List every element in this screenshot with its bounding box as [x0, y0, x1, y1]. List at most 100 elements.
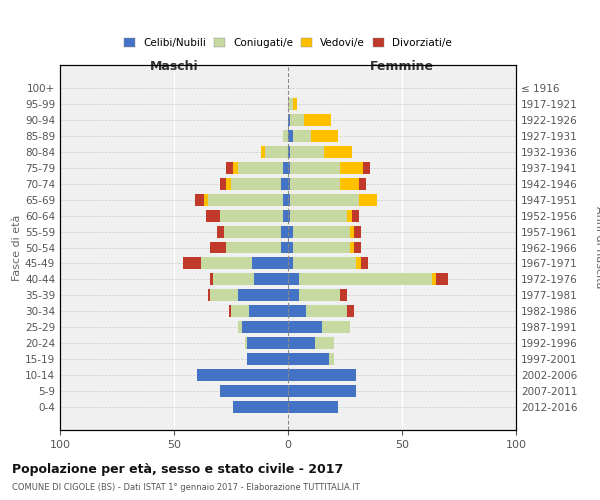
Y-axis label: Anni di nascita: Anni di nascita: [594, 206, 600, 289]
Bar: [306, 306, 347, 318]
Bar: [322, 322, 350, 334]
Bar: [251, 258, 288, 270]
Bar: [288, 98, 293, 110]
Bar: [288, 242, 293, 254]
Bar: [194, 194, 203, 205]
Bar: [347, 306, 354, 318]
Bar: [288, 290, 299, 302]
Bar: [290, 162, 340, 173]
Bar: [288, 178, 290, 190]
Y-axis label: Fasce di età: Fasce di età: [12, 214, 22, 280]
Bar: [283, 162, 288, 173]
Bar: [226, 242, 281, 254]
Bar: [293, 226, 350, 237]
Bar: [340, 290, 347, 302]
Bar: [363, 162, 370, 173]
Bar: [281, 242, 288, 254]
Bar: [288, 258, 293, 270]
Bar: [233, 402, 288, 413]
Bar: [197, 370, 288, 382]
Bar: [293, 130, 311, 141]
Bar: [436, 274, 448, 285]
Bar: [231, 178, 281, 190]
Bar: [226, 178, 231, 190]
Bar: [290, 178, 340, 190]
Bar: [217, 226, 224, 237]
Text: Femmine: Femmine: [370, 60, 434, 73]
Bar: [247, 338, 288, 349]
Bar: [293, 242, 350, 254]
Bar: [245, 338, 247, 349]
Bar: [290, 146, 325, 158]
Bar: [213, 274, 254, 285]
Bar: [288, 402, 338, 413]
Bar: [288, 370, 356, 382]
Bar: [293, 258, 356, 270]
Bar: [293, 98, 297, 110]
Bar: [208, 194, 283, 205]
Bar: [283, 210, 288, 222]
Bar: [231, 306, 249, 318]
Bar: [299, 274, 431, 285]
Bar: [288, 322, 322, 334]
Bar: [304, 114, 331, 126]
Legend: Celibi/Nubili, Coniugati/e, Vedovi/e, Divorziati/e: Celibi/Nubili, Coniugati/e, Vedovi/e, Di…: [120, 34, 456, 52]
Bar: [311, 130, 338, 141]
Bar: [350, 226, 354, 237]
Bar: [347, 210, 352, 222]
Bar: [220, 210, 283, 222]
Bar: [220, 178, 226, 190]
Bar: [211, 242, 226, 254]
Bar: [238, 162, 283, 173]
Bar: [224, 226, 281, 237]
Bar: [316, 338, 334, 349]
Bar: [211, 274, 213, 285]
Bar: [288, 130, 293, 141]
Bar: [238, 322, 242, 334]
Bar: [290, 194, 359, 205]
Bar: [354, 226, 361, 237]
Bar: [288, 306, 306, 318]
Bar: [211, 290, 238, 302]
Bar: [208, 290, 211, 302]
Bar: [206, 210, 220, 222]
Text: Maschi: Maschi: [149, 60, 199, 73]
Bar: [288, 210, 290, 222]
Bar: [226, 162, 233, 173]
Text: Popolazione per età, sesso e stato civile - 2017: Popolazione per età, sesso e stato civil…: [12, 462, 343, 475]
Bar: [281, 226, 288, 237]
Bar: [299, 290, 340, 302]
Bar: [325, 146, 352, 158]
Bar: [288, 354, 329, 366]
Bar: [202, 258, 251, 270]
Bar: [288, 386, 356, 398]
Bar: [288, 338, 316, 349]
Bar: [249, 306, 288, 318]
Bar: [290, 210, 347, 222]
Bar: [203, 194, 208, 205]
Bar: [288, 146, 290, 158]
Bar: [290, 114, 304, 126]
Bar: [229, 306, 231, 318]
Bar: [233, 162, 238, 173]
Bar: [242, 322, 288, 334]
Bar: [340, 162, 363, 173]
Bar: [288, 162, 290, 173]
Bar: [288, 274, 299, 285]
Bar: [183, 258, 202, 270]
Bar: [288, 226, 293, 237]
Bar: [329, 354, 334, 366]
Bar: [431, 274, 436, 285]
Bar: [283, 194, 288, 205]
Bar: [350, 242, 354, 254]
Bar: [356, 258, 361, 270]
Bar: [359, 178, 365, 190]
Bar: [238, 290, 288, 302]
Bar: [340, 178, 359, 190]
Bar: [283, 130, 288, 141]
Bar: [354, 242, 361, 254]
Bar: [359, 194, 377, 205]
Text: COMUNE DI CIGOLE (BS) - Dati ISTAT 1° gennaio 2017 - Elaborazione TUTTITALIA.IT: COMUNE DI CIGOLE (BS) - Dati ISTAT 1° ge…: [12, 482, 360, 492]
Bar: [265, 146, 288, 158]
Bar: [247, 354, 288, 366]
